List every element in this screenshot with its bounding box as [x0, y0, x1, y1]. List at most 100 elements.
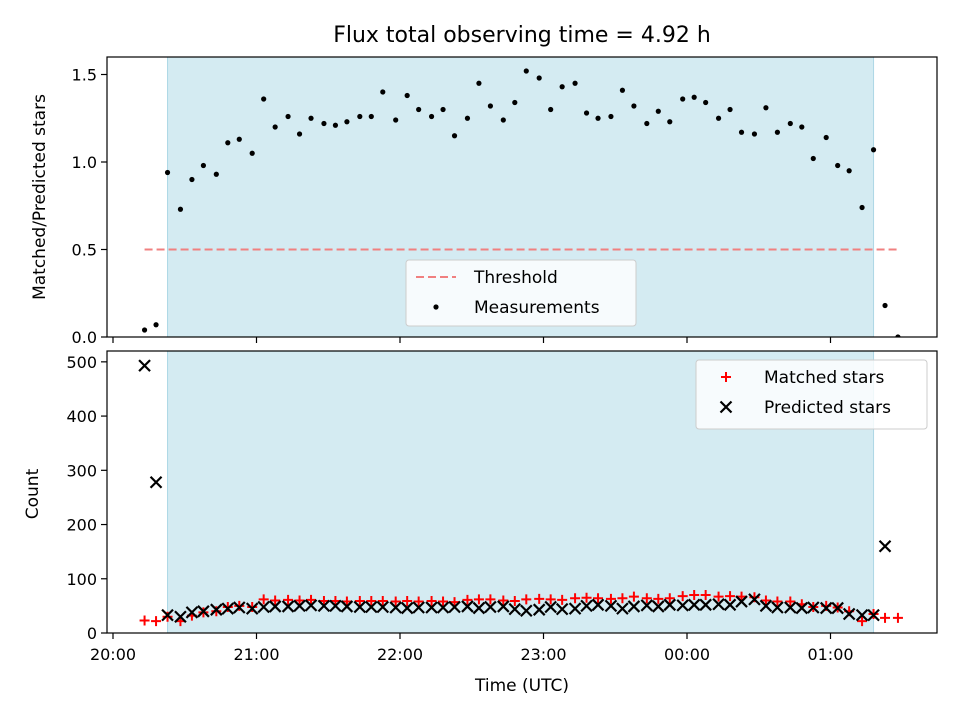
- x-tick-label: 23:00: [520, 645, 566, 664]
- predicted-star-point: [771, 601, 784, 614]
- predicted-star-point: [676, 599, 689, 612]
- measurement-point: [644, 120, 650, 127]
- matched-star-point: [534, 593, 545, 604]
- matched-star-point: [234, 600, 245, 611]
- measurement-point: [476, 80, 482, 86]
- predicted-star-point: [329, 599, 342, 613]
- measurement-point: [774, 129, 781, 135]
- matched-star-point: [760, 595, 771, 606]
- predicted-star-point: [508, 602, 522, 616]
- predicted-star-point: [257, 600, 270, 614]
- measurement-point: [536, 75, 542, 81]
- matched-star-point: [700, 590, 711, 601]
- y-axis-label: Count: [23, 468, 43, 519]
- predicted-star-point: [472, 601, 486, 615]
- measurement-point: [751, 131, 758, 137]
- x-tick-label: 20:00: [90, 645, 136, 664]
- measurement-point: [572, 80, 578, 86]
- predicted-star-point: [748, 593, 761, 606]
- y-tick-label: 200: [66, 516, 97, 535]
- legend-box: [405, 259, 637, 327]
- predicted-star-point: [293, 599, 306, 613]
- y-tick-label: 500: [66, 353, 97, 372]
- measurement-point: [763, 105, 769, 111]
- matched-star-point: [545, 594, 556, 605]
- predicted-star-point: [304, 599, 318, 612]
- legend-label: Measurements: [474, 298, 600, 318]
- matched-star-point: [498, 595, 509, 606]
- matched-star-point: [677, 591, 688, 602]
- measurement-point: [680, 96, 686, 102]
- legend-label: Threshold: [473, 268, 558, 288]
- predicted-star-point: [555, 602, 569, 616]
- measurement-point: [393, 117, 399, 123]
- matched-star-point: [222, 601, 233, 612]
- predicted-star-point: [448, 600, 461, 614]
- legend: Threshold Measurements: [405, 259, 637, 327]
- matched-star-point: [473, 594, 484, 605]
- measurement-point: [308, 115, 314, 121]
- measurement-point: [487, 103, 494, 109]
- matched-star-point: [151, 616, 162, 627]
- predicted-star-point: [568, 602, 582, 615]
- predicted-star-point: [138, 359, 151, 372]
- measurement-point: [296, 131, 303, 137]
- chart-title: Flux total observing time = 4.92 h: [333, 23, 711, 48]
- predicted-star-point: [376, 600, 390, 614]
- measurement-point: [727, 106, 733, 113]
- measurement-point: [715, 115, 722, 121]
- predicted-star-point: [233, 601, 246, 614]
- predicted-star-point: [712, 597, 725, 611]
- x-axis-label: Time (UTC): [474, 676, 569, 696]
- matched-star-point: [570, 593, 581, 604]
- measurement-point: [464, 115, 471, 121]
- predicted-star-point: [532, 603, 546, 616]
- predicted-star-point: [795, 601, 809, 615]
- measurement-point: [225, 140, 231, 146]
- predicted-star-point: [855, 608, 869, 622]
- predicted-star-point: [497, 600, 510, 613]
- measurement-point: [655, 108, 661, 114]
- measurement-point: [595, 115, 601, 121]
- predicted-star-point: [520, 604, 533, 618]
- measurement-point: [404, 92, 410, 99]
- y-tick-label: 300: [66, 461, 97, 480]
- measurement-point: [810, 155, 816, 162]
- predicted-star-point: [699, 598, 712, 612]
- predicted-star-point: [317, 599, 331, 613]
- matched-star-point: [270, 595, 281, 606]
- matched-star-point: [485, 594, 496, 605]
- legend-matched-swatch: [721, 372, 731, 382]
- predicted-star-point: [652, 600, 665, 613]
- predicted-star-point: [807, 601, 820, 614]
- measurement-point: [177, 206, 184, 212]
- predicted-star-point: [425, 601, 438, 614]
- predicted-star-point: [842, 607, 856, 621]
- measurement-point: [357, 113, 363, 120]
- predicted-star-point: [197, 605, 210, 618]
- plot-area: [141, 68, 901, 337]
- measurement-point: [559, 84, 565, 90]
- y-tick-label: 0.0: [72, 328, 97, 347]
- matched-star-point: [713, 591, 724, 602]
- matched-star-point: [617, 593, 628, 604]
- predicted-star-point: [484, 600, 497, 614]
- measurement-point: [667, 119, 673, 125]
- predicted-star-point: [687, 598, 701, 612]
- predicted-star-point: [412, 601, 425, 614]
- matched-star-point: [772, 596, 783, 607]
- measurement-point: [153, 322, 159, 328]
- predicted-star-point: [591, 598, 605, 612]
- measurement-point: [213, 171, 219, 177]
- measurement-point: [835, 162, 841, 169]
- y-tick-label: 100: [66, 570, 97, 589]
- matched-star-point: [402, 596, 413, 607]
- matched-star-point: [641, 593, 652, 604]
- x-tick-label: 01:00: [807, 645, 853, 664]
- measurement-point: [703, 99, 709, 106]
- measurement-point: [787, 120, 793, 127]
- predicted-star-point: [735, 595, 748, 608]
- predicted-star-point: [161, 608, 174, 622]
- measurement-point: [261, 96, 267, 102]
- measurement-point: [548, 106, 554, 113]
